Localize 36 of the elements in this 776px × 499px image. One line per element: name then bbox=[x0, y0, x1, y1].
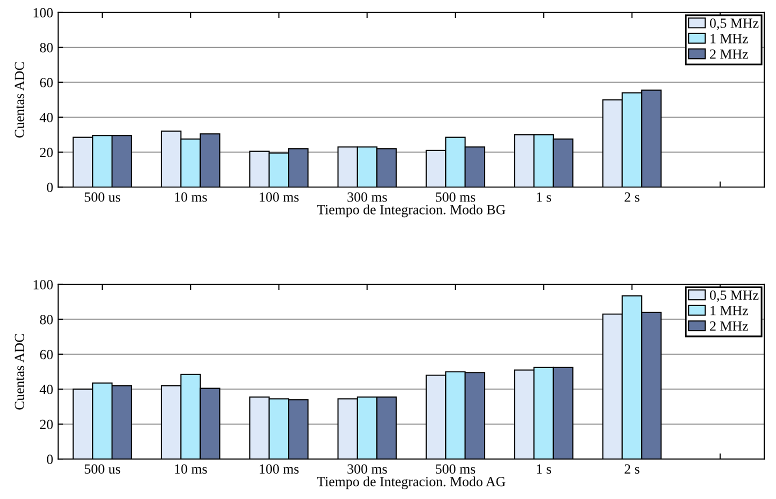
x-tick-label: 500 ms bbox=[436, 192, 476, 202]
x-tick-label: 500 ms bbox=[436, 464, 476, 474]
x-tick-label: 300 ms bbox=[348, 192, 387, 202]
x-tick-label: 500 us bbox=[84, 192, 120, 202]
x-tick-label: 100 ms bbox=[260, 192, 299, 202]
y-tick-label: 40 bbox=[40, 112, 53, 122]
y-axis-title: Cuentas ADC bbox=[14, 334, 24, 410]
legend-label: 1 MHz bbox=[710, 306, 748, 316]
y-tick-label: 60 bbox=[40, 78, 53, 88]
legend-label: 2 MHz bbox=[710, 321, 748, 331]
x-axis-title: Tiempo de Integracion. Modo BG bbox=[317, 204, 506, 218]
y-tick-label: 100 bbox=[34, 280, 53, 290]
x-tick-label: 2 s bbox=[624, 192, 640, 202]
x-axis-title: Tiempo de Integracion. Modo AG bbox=[317, 476, 506, 490]
y-tick-label: 0 bbox=[46, 454, 53, 464]
x-tick-label: 10 ms bbox=[175, 464, 207, 474]
y-tick-label: 80 bbox=[40, 42, 53, 52]
x-tick-label: 300 ms bbox=[348, 464, 387, 474]
y-tick-label: 0 bbox=[46, 182, 53, 192]
y-tick-label: 80 bbox=[40, 314, 53, 324]
x-tick-label: 2 s bbox=[624, 464, 640, 474]
x-tick-label: 500 us bbox=[84, 464, 120, 474]
x-tick-label: 1 s bbox=[536, 464, 552, 474]
legend-label: 0,5 MHz bbox=[710, 290, 758, 302]
legend-label: 0,5 MHz bbox=[710, 18, 758, 30]
y-tick-label: 100 bbox=[34, 8, 53, 18]
legend-label: 1 MHz bbox=[710, 34, 748, 44]
y-tick-label: 20 bbox=[40, 420, 53, 430]
x-tick-label: 100 ms bbox=[260, 464, 299, 474]
y-tick-label: 20 bbox=[40, 148, 53, 158]
x-tick-label: 1 s bbox=[536, 192, 552, 202]
y-axis-title: Cuentas ADC bbox=[14, 62, 24, 138]
y-tick-label: 40 bbox=[40, 384, 53, 394]
legend-label: 2 MHz bbox=[710, 49, 748, 59]
x-tick-label: 10 ms bbox=[175, 192, 207, 202]
y-tick-label: 60 bbox=[40, 350, 53, 360]
